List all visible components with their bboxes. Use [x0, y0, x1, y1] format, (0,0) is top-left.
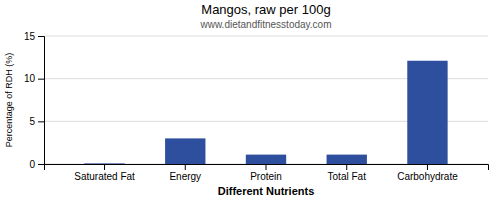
bars	[84, 61, 447, 164]
x-axis: Saturated Fat Energy Protein Total Fat Carbo…	[45, 164, 489, 182]
grid-line	[44, 36, 488, 37]
bar	[327, 155, 367, 164]
y-tick-mark	[38, 164, 44, 165]
grid	[44, 36, 488, 164]
x-tick-label: Saturated Fat	[74, 171, 135, 182]
y-axis: 0 5 10 15	[24, 31, 45, 170]
x-tick: Total Fat	[328, 164, 367, 182]
x-tick-label: Energy	[169, 171, 201, 182]
y-tick-label: 10	[24, 73, 36, 84]
bar	[84, 163, 124, 164]
x-axis-line	[45, 165, 489, 171]
x-tick-mark	[104, 164, 105, 170]
bar	[246, 155, 286, 164]
x-tick: Energy	[169, 164, 201, 182]
y-tick-label: 0	[29, 159, 35, 170]
y-tick-mark	[38, 79, 44, 80]
y-axis-line	[38, 37, 45, 165]
x-tick-label: Carbohydrate	[397, 171, 458, 182]
y-tick: 0	[29, 159, 44, 170]
bar	[165, 138, 205, 164]
x-tick: Saturated Fat	[74, 164, 135, 182]
x-label: Different Nutrients	[218, 185, 315, 197]
y-tick: 15	[24, 31, 44, 42]
y-tick-mark	[38, 36, 44, 37]
x-tick-mark	[346, 164, 347, 170]
chart: 0 5 10 15 Saturated Fat Energy Protein Total Fa…	[0, 0, 500, 200]
x-tick-mark	[185, 164, 186, 170]
y-tick: 5	[29, 116, 44, 127]
bar	[407, 61, 447, 164]
x-tick-label: Protein	[250, 171, 282, 182]
y-tick: 10	[24, 73, 44, 84]
y-tick-label: 5	[29, 116, 35, 127]
x-tick: Protein	[250, 164, 282, 182]
y-label: Percentage of RDH (%)	[4, 53, 14, 148]
y-tick-mark	[38, 121, 44, 122]
x-tick-mark	[266, 164, 267, 170]
x-tick-label: Total Fat	[328, 171, 367, 182]
title: Mangos, raw per 100g	[201, 2, 330, 17]
x-tick-mark	[427, 164, 428, 170]
y-tick-label: 15	[24, 31, 36, 42]
subtitle: www.dietandfitnesstoday.com	[200, 19, 332, 30]
x-tick: Carbohydrate	[397, 164, 458, 182]
